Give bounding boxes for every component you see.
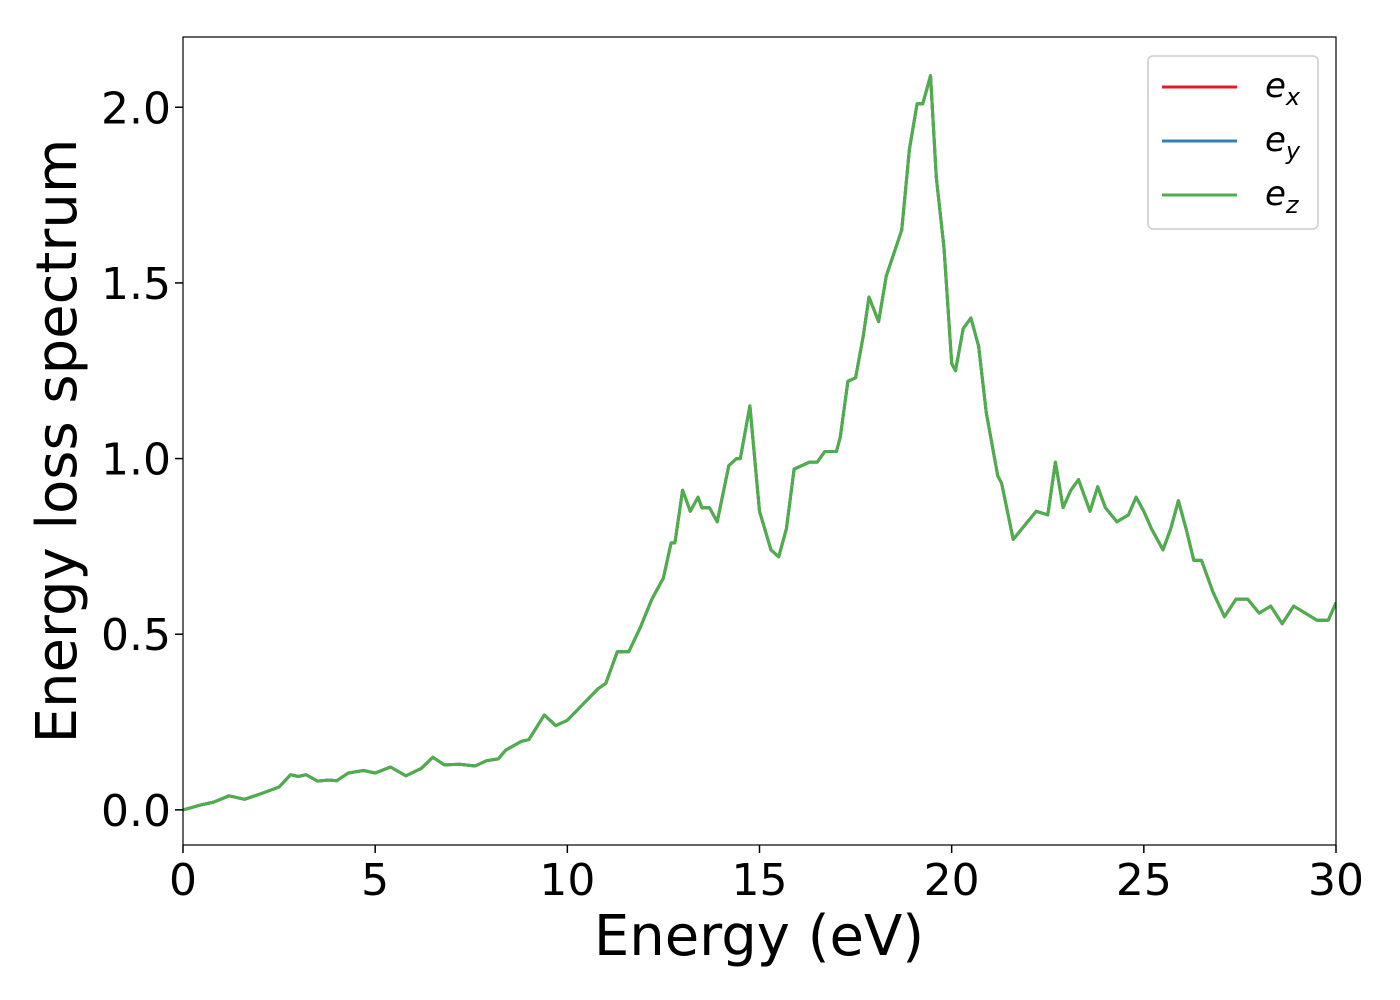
plot-frame: [182, 36, 1337, 846]
x-tick-label: 5: [361, 855, 389, 906]
x-tick-label: 25: [1116, 855, 1172, 906]
y-axis-label: Energy loss spectrum: [25, 139, 90, 744]
x-tick-label: 15: [732, 855, 788, 906]
x-tick-label: 0: [169, 855, 197, 906]
x-axis-label: Energy (eV): [594, 904, 924, 969]
y-tick-label: 0.5: [101, 610, 171, 661]
x-tick-label: 20: [924, 855, 980, 906]
y-tick-label: 1.0: [101, 435, 171, 486]
plot-area: [183, 74, 1336, 812]
y-tick-label: 2.0: [101, 83, 171, 134]
legend-label: ez: [1265, 174, 1300, 219]
series-line: [183, 74, 1336, 812]
legend-label: ex: [1265, 66, 1301, 111]
x-tick-label: 10: [539, 855, 595, 906]
legend-label: ey: [1265, 120, 1301, 165]
x-tick-label: 30: [1308, 855, 1364, 906]
y-tick-label: 0.0: [101, 786, 171, 837]
y-tick-label: 1.5: [101, 259, 171, 310]
